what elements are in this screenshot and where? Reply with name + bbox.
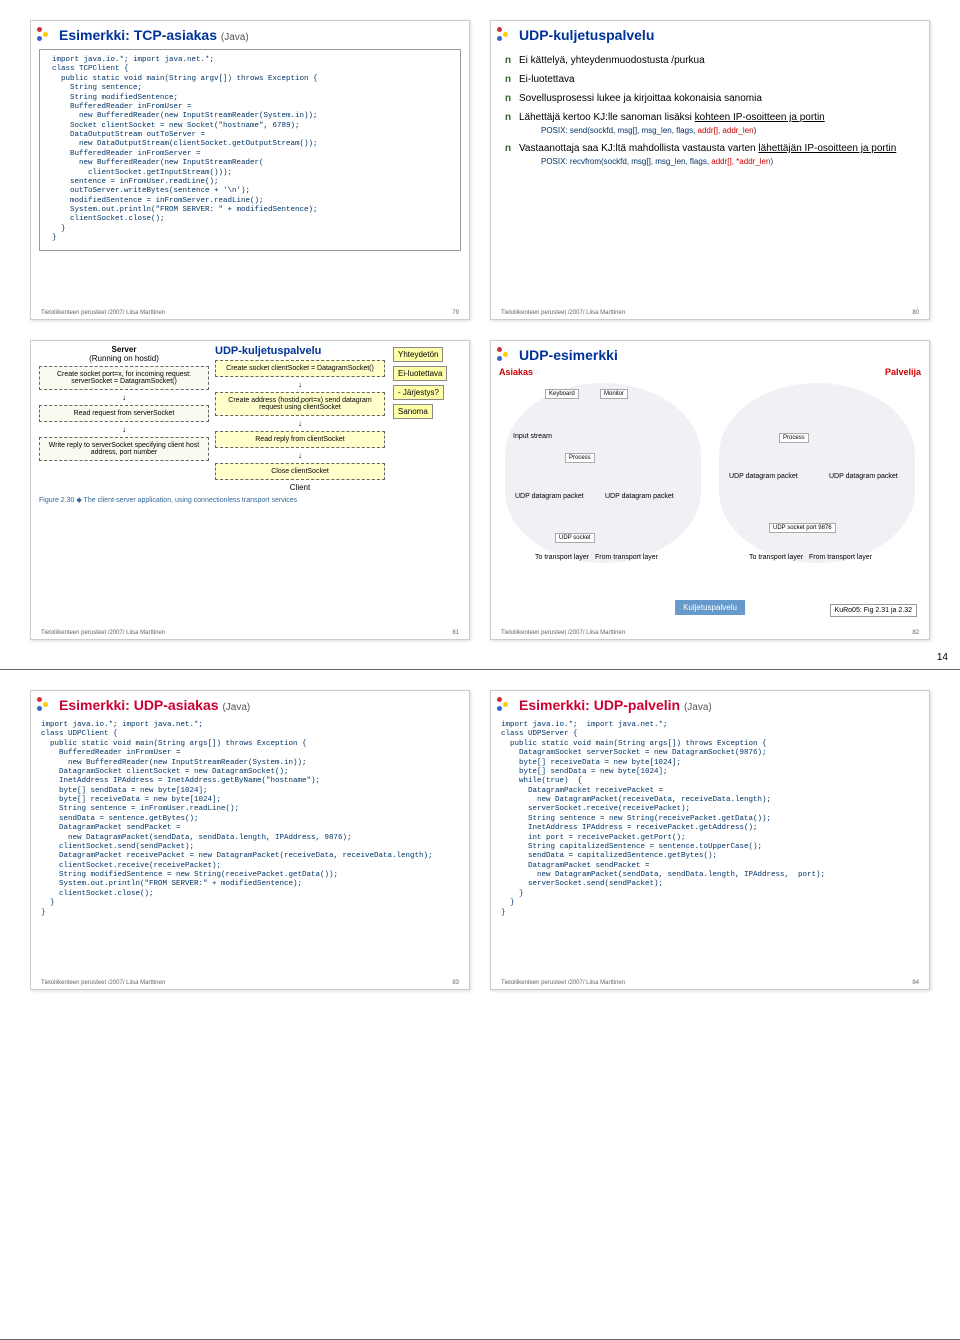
footer-text: Tietoliikenteen perusteet /2007/ Liisa M… (501, 310, 625, 316)
slide-number: 82 (912, 630, 919, 636)
labels-column: Yhteydetön Ei-luotettava - Järjestys? Sa… (391, 345, 461, 492)
flow-box: Create socket port=x, for incoming reque… (39, 366, 209, 390)
slide-footer: Tietoliikenteen perusteet /2007/ Liisa M… (501, 980, 919, 986)
figure-caption: Figure 2.30 ◆ The client-server applicat… (39, 496, 461, 504)
flow-box: Write reply to serverSocket specifying c… (39, 437, 209, 461)
bullet-icon (497, 697, 513, 711)
code-block: import java.io.*; import java.net.*; cla… (42, 52, 458, 248)
slide-title: Esimerkki: UDP-palvelin (Java) (491, 691, 929, 717)
title-lang: (Java) (684, 702, 712, 713)
slide-footer: Tietoliikenteen perusteet /2007/ Liisa M… (501, 630, 919, 636)
title-text: UDP-kuljetuspalvelu (519, 27, 654, 43)
slide-80: UDP-kuljetuspalvelu Ei kättelyä, yhteyde… (490, 20, 930, 320)
title-lang: (Java) (222, 702, 250, 713)
palvelija-label: Palvelija (713, 367, 921, 377)
footer-text: Tietoliikenteen perusteet /2007/ Liisa M… (501, 980, 625, 986)
slide-title: Esimerkki: UDP-asiakas (Java) (31, 691, 469, 717)
title-text: Esimerkki: UDP-palvelin (519, 697, 680, 713)
flow-box: Close clientSocket (215, 463, 385, 480)
slide-footer: Tietoliikenteen perusteet /2007/ Liisa M… (501, 310, 919, 316)
slide-83: Esimerkki: UDP-asiakas (Java) import jav… (30, 690, 470, 990)
sub-bullet: POSIX: recvfrom(sockfd, msg[], msg_len, … (519, 156, 915, 168)
bullet-icon (497, 27, 513, 41)
code-block: import java.io.*; import java.net.*; cla… (31, 717, 469, 922)
col-title: UDP-kuljetuspalvelu (215, 345, 385, 357)
bullet-icon (37, 697, 53, 711)
bullet-item: Ei kättelyä, yhteydenmuodostusta /purkua (505, 53, 915, 68)
slide-title: Esimerkki: TCP-asiakas (Java) (31, 21, 469, 47)
code-block: import java.io.*; import java.net.*; cla… (491, 717, 929, 922)
slide-81: Server (Running on hostid) Create socket… (30, 340, 470, 640)
slide-79: Esimerkki: TCP-asiakas (Java) import jav… (30, 20, 470, 320)
slide-footer: Tietoliikenteen perusteet /2007/ Liisa M… (41, 310, 459, 316)
page-2: Esimerkki: UDP-asiakas (Java) import jav… (0, 670, 960, 1340)
slide-title: UDP-esimerkki (491, 341, 929, 367)
figure-ref: KuRo05: Fig 2.31 ja 2.32 (830, 604, 917, 617)
client-column: UDP-kuljetuspalvelu Create socket client… (215, 345, 385, 492)
page-1: Esimerkki: TCP-asiakas (Java) import jav… (0, 0, 960, 670)
tag: Yhteydetön (393, 347, 443, 362)
footer-text: Tietoliikenteen perusteet /2007/ Liisa M… (501, 630, 625, 636)
tag: - Järjestys? (393, 385, 444, 400)
slide-84: Esimerkki: UDP-palvelin (Java) import ja… (490, 690, 930, 990)
slide-number: 79 (452, 310, 459, 316)
slide-number: 84 (912, 980, 919, 986)
bullet-list: Ei kättelyä, yhteydenmuodostusta /purkua… (491, 47, 929, 178)
flow-box: Read request from serverSocket (39, 405, 209, 422)
server-column: Server (Running on hostid) Create socket… (39, 345, 209, 492)
title-text: UDP-esimerkki (519, 347, 618, 363)
client-label: Client (215, 483, 385, 492)
bullet-item: Ei-luotettava (505, 72, 915, 87)
bullet-icon (497, 347, 513, 361)
figure-area: Server (Running on hostid) Create socket… (31, 341, 469, 508)
bullet-item: Sovellusprosessi lukee ja kirjoittaa kok… (505, 91, 915, 106)
flow-box: Create address (hostid,port=x) send data… (215, 392, 385, 416)
slide-footer: Tietoliikenteen perusteet /2007/ Liisa M… (41, 630, 459, 636)
code-frame: import java.io.*; import java.net.*; cla… (39, 49, 461, 251)
tag: Sanoma (393, 404, 433, 419)
flow-box: Read reply from clientSocket (215, 431, 385, 448)
sub-bullet: POSIX: send(sockfd, msg[], msg_len, flag… (519, 125, 915, 137)
footer-text: Tietoliikenteen perusteet /2007/ Liisa M… (41, 630, 165, 636)
title-lang: (Java) (221, 32, 249, 43)
title-text: Esimerkki: UDP-asiakas (59, 697, 219, 713)
footer-text: Tietoliikenteen perusteet /2007/ Liisa M… (41, 310, 165, 316)
flow-box: Create socket clientSocket = DatagramSoc… (215, 360, 385, 377)
bullet-item: Lähettäjä kertoo KJ:lle sanoman lisäksi … (505, 110, 915, 137)
slide-number: 80 (912, 310, 919, 316)
server-diagram: Palvelija Process UDP datagram packet UD… (713, 367, 921, 569)
page-number: 14 (937, 652, 948, 663)
kuljetus-label: Kuljetuspalvelu (675, 600, 745, 615)
slide-title: UDP-kuljetuspalvelu (491, 21, 929, 47)
title-text: Esimerkki: TCP-asiakas (59, 27, 217, 43)
bullet-icon (37, 27, 53, 41)
client-diagram: Asiakas Keyboard Monitor Input stream Pr… (499, 367, 707, 569)
slide-footer: Tietoliikenteen perusteet /2007/ Liisa M… (41, 980, 459, 986)
slide-number: 81 (452, 630, 459, 636)
server-header: Server (Running on hostid) (39, 345, 209, 363)
slide-82: UDP-esimerkki Asiakas Keyboard Monitor I… (490, 340, 930, 640)
slide-number: 83 (452, 980, 459, 986)
asiakas-label: Asiakas (499, 367, 707, 377)
bullet-item: Vastaanottaja saa KJ:ltä mahdollista vas… (505, 141, 915, 168)
footer-text: Tietoliikenteen perusteet /2007/ Liisa M… (41, 980, 165, 986)
tag: Ei-luotettava (393, 366, 447, 381)
